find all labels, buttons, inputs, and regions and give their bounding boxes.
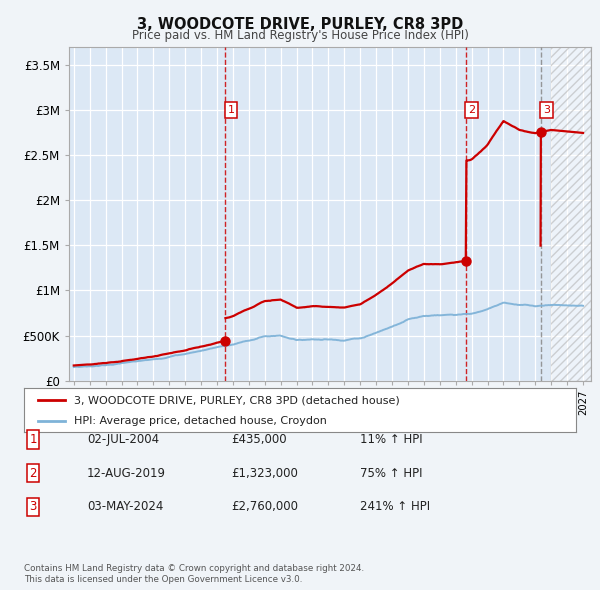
Text: 241% ↑ HPI: 241% ↑ HPI: [360, 500, 430, 513]
Text: 3, WOODCOTE DRIVE, PURLEY, CR8 3PD: 3, WOODCOTE DRIVE, PURLEY, CR8 3PD: [137, 17, 463, 31]
Text: HPI: Average price, detached house, Croydon: HPI: Average price, detached house, Croy…: [74, 417, 326, 427]
Text: 1: 1: [227, 105, 235, 115]
Text: This data is licensed under the Open Government Licence v3.0.: This data is licensed under the Open Gov…: [24, 575, 302, 584]
Text: 12-AUG-2019: 12-AUG-2019: [87, 467, 166, 480]
Text: £2,760,000: £2,760,000: [231, 500, 298, 513]
Text: £1,323,000: £1,323,000: [231, 467, 298, 480]
Text: 1: 1: [29, 433, 37, 446]
Text: 2: 2: [29, 467, 37, 480]
Text: 75% ↑ HPI: 75% ↑ HPI: [360, 467, 422, 480]
Text: Price paid vs. HM Land Registry's House Price Index (HPI): Price paid vs. HM Land Registry's House …: [131, 29, 469, 42]
Text: 3, WOODCOTE DRIVE, PURLEY, CR8 3PD (detached house): 3, WOODCOTE DRIVE, PURLEY, CR8 3PD (deta…: [74, 395, 400, 405]
Text: 02-JUL-2004: 02-JUL-2004: [87, 433, 159, 446]
Text: 11% ↑ HPI: 11% ↑ HPI: [360, 433, 422, 446]
Text: 3: 3: [29, 500, 37, 513]
Bar: [551, 47, 591, 381]
Text: Contains HM Land Registry data © Crown copyright and database right 2024.: Contains HM Land Registry data © Crown c…: [24, 565, 364, 573]
Text: £435,000: £435,000: [231, 433, 287, 446]
Text: 03-MAY-2024: 03-MAY-2024: [87, 500, 163, 513]
Text: 3: 3: [543, 105, 550, 115]
Text: 2: 2: [468, 105, 475, 115]
